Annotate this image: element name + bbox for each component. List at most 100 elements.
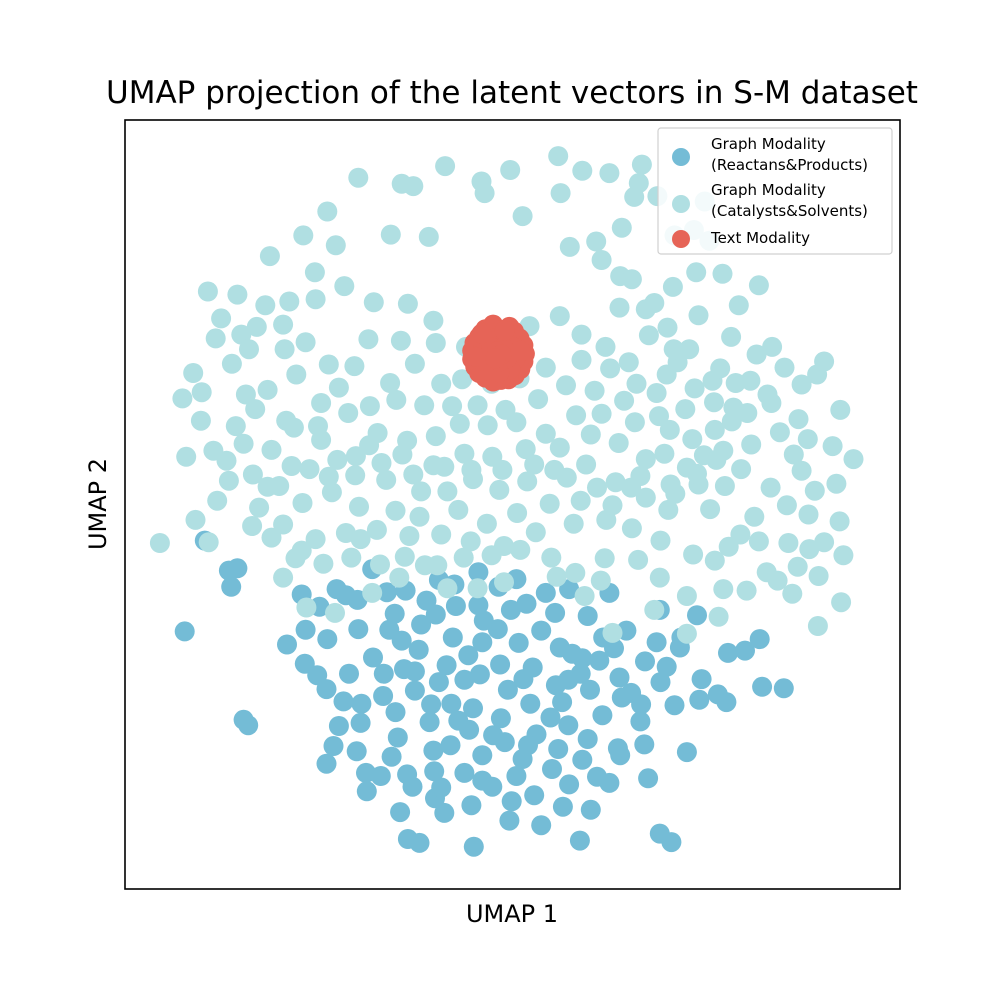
point-s0-77: [691, 669, 712, 690]
point-s0-137: [459, 719, 480, 740]
point-s0-49: [387, 727, 408, 748]
point-s1-149: [397, 430, 418, 451]
series-2: [462, 314, 535, 392]
point-s0-78: [664, 695, 685, 716]
point-s0-89: [317, 629, 338, 650]
point-s1-118: [292, 493, 313, 513]
legend-marker-0: [672, 148, 690, 166]
point-s1-107: [525, 522, 546, 543]
point-s0-149: [638, 768, 659, 789]
point-s1-92: [489, 479, 510, 500]
point-s1-42: [831, 592, 852, 613]
point-s1-192: [418, 226, 439, 247]
point-s0-70: [445, 596, 466, 616]
legend-marker-2: [672, 230, 690, 248]
point-s1-299: [710, 358, 731, 379]
point-s1-265: [656, 364, 677, 385]
point-s0-28: [472, 632, 493, 653]
point-s1-63: [741, 434, 762, 455]
point-s1-180: [176, 446, 197, 467]
point-s1-207: [797, 429, 818, 450]
point-s1-5: [235, 384, 256, 405]
point-s1-8: [274, 339, 295, 360]
point-s1-127: [570, 490, 591, 511]
point-s0-135: [390, 802, 411, 823]
point-s0-58: [545, 602, 566, 623]
point-s1-157: [624, 412, 645, 433]
point-s1-245: [467, 578, 488, 599]
point-s1-168: [442, 396, 463, 417]
point-s0-121: [506, 766, 527, 786]
point-s1-191: [391, 173, 412, 194]
point-s0-150: [676, 742, 697, 763]
point-s1-112: [366, 519, 387, 540]
point-s0-163: [434, 802, 455, 823]
point-s0-56: [458, 645, 479, 666]
point-s1-18: [500, 160, 521, 180]
point-s1-83: [286, 364, 307, 385]
point-s1-229: [341, 547, 362, 568]
point-s0-97: [592, 705, 613, 726]
point-s1-303: [799, 539, 820, 560]
point-s1-31: [762, 336, 783, 357]
point-s1-291: [305, 289, 326, 310]
point-s0-115: [548, 739, 569, 759]
point-s1-93: [517, 471, 538, 492]
point-s1-116: [249, 497, 270, 518]
point-s1-156: [591, 403, 612, 424]
point-s1-186: [255, 295, 276, 316]
point-s1-19: [548, 146, 569, 167]
point-s1-87: [345, 465, 366, 486]
point-s1-253: [328, 377, 349, 398]
point-s1-227: [394, 546, 415, 567]
point-s0-71: [500, 599, 521, 620]
point-s0-51: [333, 691, 354, 712]
point-s1-40: [833, 545, 854, 566]
point-s0-55: [425, 604, 446, 625]
point-s0-148: [587, 766, 607, 787]
point-s1-89: [411, 481, 432, 502]
point-s0-2: [227, 558, 248, 579]
point-s1-184: [221, 353, 242, 374]
point-s1-81: [358, 329, 379, 350]
point-s1-243: [602, 622, 623, 643]
point-s0-104: [373, 686, 394, 706]
point-s1-268: [725, 373, 746, 393]
point-s1-257: [431, 373, 452, 394]
point-s1-193: [471, 171, 492, 192]
point-s0-67: [326, 579, 347, 600]
point-s1-204: [746, 344, 767, 365]
point-s1-164: [556, 375, 576, 396]
point-s1-282: [345, 446, 366, 467]
point-s0-69: [384, 603, 405, 624]
point-s1-295: [423, 310, 444, 331]
point-s0-111: [440, 735, 461, 756]
point-s0-22: [752, 676, 773, 697]
point-s1-271: [687, 463, 707, 484]
point-s1-190: [348, 167, 369, 188]
point-s0-114: [518, 735, 538, 756]
point-s1-224: [481, 545, 502, 566]
point-s0-134: [307, 665, 328, 686]
point-s0-21: [749, 629, 770, 650]
point-s1-286: [203, 440, 224, 461]
point-s0-141: [535, 582, 556, 603]
point-s1-126: [539, 493, 560, 514]
point-s0-25: [689, 689, 710, 710]
point-s1-194: [512, 206, 533, 227]
point-s1-222: [541, 547, 562, 568]
point-s0-105: [350, 712, 371, 733]
point-s0-13: [552, 796, 573, 817]
point-s0-138: [441, 693, 462, 714]
point-s1-201: [662, 276, 683, 297]
point-s1-49: [769, 422, 790, 443]
point-s0-167: [580, 799, 601, 820]
legend-label-1-0: Graph Modality: [711, 181, 826, 199]
point-s1-298: [663, 339, 684, 360]
point-s1-101: [730, 524, 751, 545]
point-s1-211: [748, 531, 769, 552]
plot-frame: [124, 119, 901, 890]
point-s1-75: [549, 306, 570, 327]
point-s1-82: [318, 354, 339, 375]
point-s1-195: [550, 183, 571, 204]
